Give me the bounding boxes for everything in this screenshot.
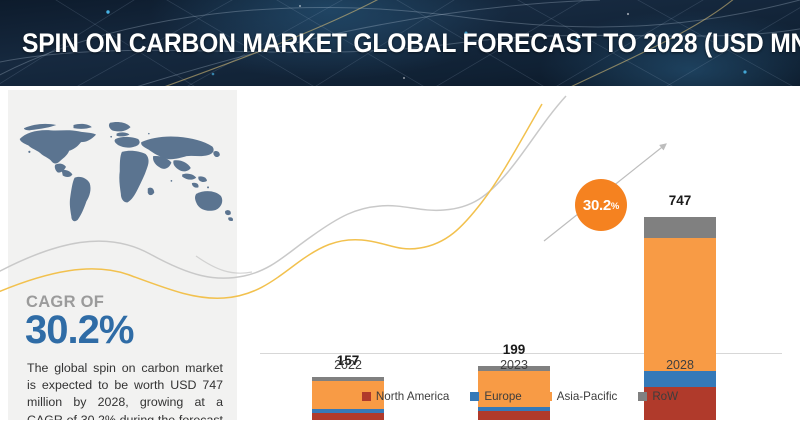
bar-total-label-2022: 157: [336, 353, 360, 368]
x-axis-label-2022: 2022: [334, 358, 362, 372]
segment-north-america: [478, 410, 550, 420]
bar-group-2022[interactable]: 157: [312, 157, 384, 420]
summary-card: CAGR OF 30.2% The global spin on carbon …: [8, 90, 237, 420]
bar-total-label-2028: 747: [668, 193, 692, 208]
cagr-value: 30.2%: [25, 308, 134, 352]
chart-legend: North America Europe Asia-Pacific RoW: [248, 390, 792, 403]
header-background-graphic: [0, 0, 800, 86]
legend-item-europe[interactable]: Europe: [470, 390, 522, 403]
legend-item-north-america[interactable]: North America: [361, 390, 450, 403]
cagr-bubble[interactable]: 30.2%: [575, 179, 627, 231]
legend-label: RoW: [652, 390, 679, 403]
legend-item-row[interactable]: RoW: [638, 390, 678, 403]
segment-asia-pacific: [644, 237, 716, 371]
segment-europe: [478, 406, 550, 411]
header-banner: SPIN ON CARBON MARKET GLOBAL FORECAST TO…: [0, 0, 800, 86]
world-map-icon: [10, 100, 236, 250]
cagr-bubble-percent: %: [610, 200, 620, 212]
axis-baseline: [260, 353, 782, 354]
legend-swatch-europe: [470, 392, 480, 401]
legend-label: North America: [375, 390, 450, 403]
segment-north-america: [644, 387, 716, 420]
cagr-bubble-text: 30.2%: [583, 197, 619, 214]
segment-row: [644, 217, 716, 238]
legend-label: Asia-Pacific: [556, 390, 618, 403]
legend-swatch-north-america: [361, 392, 371, 401]
x-axis-label-2023: 2023: [500, 358, 528, 372]
segment-row: [312, 377, 384, 381]
legend-item-asia-pacific[interactable]: Asia-Pacific: [542, 390, 618, 403]
cagr-bubble-value: 30.2: [582, 196, 611, 214]
summary-description: The global spin on carbon market is expe…: [27, 361, 223, 420]
content-area: CAGR OF 30.2% The global spin on carbon …: [0, 86, 800, 426]
bar-group-2028[interactable]: 747: [644, 157, 716, 420]
segment-asia-pacific: [312, 380, 384, 410]
bar-group-2023[interactable]: 199: [478, 157, 550, 420]
segment-europe: [312, 409, 384, 413]
legend-swatch-asia-pacific: [542, 392, 552, 401]
bar-total-label-2023: 199: [502, 342, 526, 357]
segment-asia-pacific: [478, 370, 550, 407]
stacked-bar-chart: 157 199 747: [248, 90, 792, 420]
x-axis-label-2028: 2028: [666, 358, 694, 372]
page-title: SPIN ON CARBON MARKET GLOBAL FORECAST TO…: [22, 28, 800, 58]
legend-label: Europe: [484, 390, 522, 403]
stacked-bar[interactable]: [644, 217, 716, 420]
world-map-graphic: [19, 121, 234, 222]
segment-north-america: [312, 412, 384, 420]
segment-europe: [644, 370, 716, 388]
legend-swatch-row: [638, 392, 648, 401]
stacked-bar[interactable]: [312, 377, 384, 420]
segment-row: [478, 366, 550, 371]
stacked-bar[interactable]: [478, 366, 550, 420]
